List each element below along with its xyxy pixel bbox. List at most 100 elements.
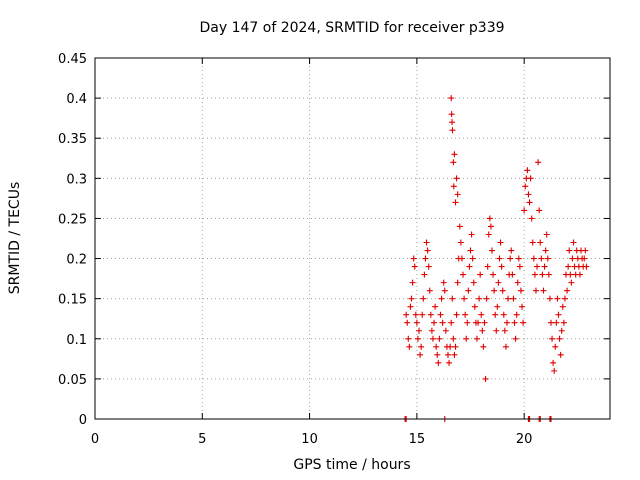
data-point [499,287,506,294]
data-point [531,271,538,278]
data-point [462,311,469,318]
data-point [535,159,542,166]
data-point [416,327,423,334]
data-point [421,271,428,278]
data-point [555,311,562,318]
data-point [540,287,547,294]
data-point [422,255,429,262]
data-point [495,279,502,286]
data-point [521,207,528,214]
data-point [569,255,576,262]
data-point [433,343,440,350]
data-point [524,167,531,174]
data-point [419,311,426,318]
data-point [487,223,494,230]
data-point [446,359,453,366]
data-point [466,263,473,270]
data-point [425,263,432,270]
data-point [546,295,553,302]
data-point [418,343,425,350]
data-point [560,319,567,326]
data-point [438,295,445,302]
data-point [452,199,459,206]
data-point [534,263,541,270]
data-point [543,231,550,238]
data-point [508,247,515,254]
data-point [514,279,521,286]
data-point [497,239,504,246]
data-point [541,263,548,270]
data-point [510,295,517,302]
data-point [434,351,441,358]
x-tick-label: 0 [91,432,99,447]
data-point [482,375,489,382]
data-point [450,335,457,342]
data-point [469,255,476,262]
data-point [536,207,543,214]
data-point [561,295,568,302]
data-point [544,255,551,262]
y-tick-label: 0.4 [66,92,87,107]
data-point [498,263,505,270]
data-point [564,287,571,294]
data-point [494,303,501,310]
data-point [448,319,455,326]
data-point [515,255,522,262]
ticks-layer [94,57,610,420]
data-point [519,303,526,310]
data-point [461,295,468,302]
data-point [404,319,411,326]
data-point [547,319,554,326]
data-point [504,319,510,326]
data-point [549,335,556,342]
data-point [451,151,458,158]
data-point [444,351,451,358]
data-point [492,311,499,318]
data-point [454,191,461,198]
data-point [431,319,438,326]
data-point [488,247,495,254]
x-tick-label: 5 [198,432,206,447]
y-tick-label: 0.1 [66,333,87,348]
data-point [406,343,413,350]
data-point [457,239,464,246]
data-point [456,223,463,230]
data-point [448,111,455,118]
data-point [414,335,421,342]
data-point [427,311,434,318]
data-point [568,279,575,286]
data-point [480,343,487,350]
data-point [582,247,589,254]
y-tick-label: 0.3 [66,172,87,187]
data-point [539,271,546,278]
data-point [484,263,491,270]
data-point [424,247,431,254]
y-tick-label: 0.25 [58,212,87,227]
data-point [478,311,485,318]
data-point [471,303,478,310]
data-point [447,343,454,350]
data-point [442,327,449,334]
data-point [545,271,552,278]
data-point [426,287,433,294]
data-point [436,335,443,342]
data-point [530,255,537,262]
data-point [507,255,514,262]
data-point [553,319,560,326]
data-point [468,231,475,238]
x-tick-label: 20 [516,432,533,447]
data-point [475,319,482,326]
data-point [420,295,427,302]
data-point [581,255,588,262]
data-point [517,287,524,294]
data-point [559,303,566,310]
data-point [470,279,477,286]
data-point [529,239,536,246]
data-point [542,247,549,254]
data-point [567,271,574,278]
data-point [566,247,573,254]
data-point [465,287,472,294]
x-tick-labels: 0 5 10 15 20 [91,432,533,447]
data-point [551,367,558,374]
data-point [407,303,414,310]
